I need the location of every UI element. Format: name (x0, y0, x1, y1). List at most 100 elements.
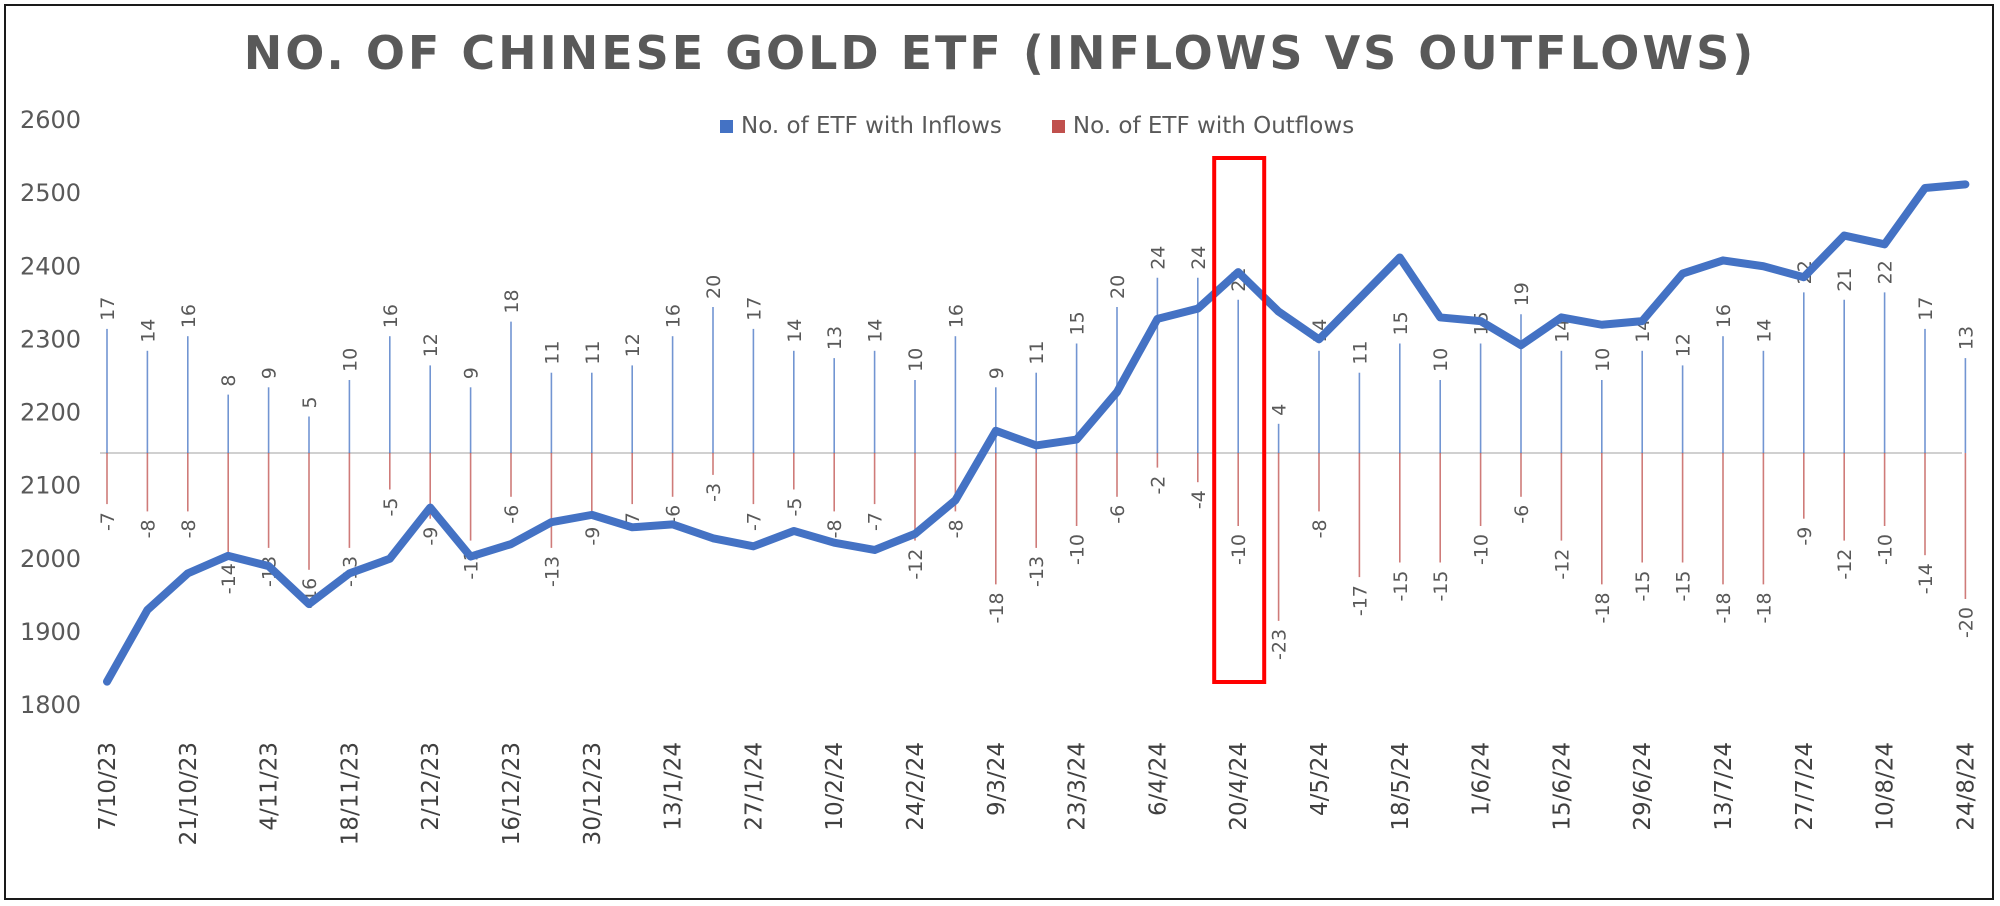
outflow-data-label: -6 (501, 505, 523, 524)
outflow-data-label: -13 (1026, 556, 1048, 587)
outflow-data-label: -12 (1834, 549, 1856, 580)
y-tick-label: 1800 (20, 691, 81, 719)
x-tick-label: 24/8/24 (1953, 742, 1979, 831)
outflow-data-label: -15 (1673, 571, 1695, 602)
x-tick-label: 20/4/24 (1226, 742, 1252, 831)
inflow-data-label: 11 (541, 341, 563, 365)
outflow-data-label: -10 (1228, 534, 1250, 565)
y-tick-label: 2000 (20, 545, 81, 573)
chart-title: NO. OF CHINESE GOLD ETF (INFLOWS VS OUTF… (243, 26, 1757, 80)
x-tick-label: 15/6/24 (1549, 742, 1575, 831)
inflow-data-label: 11 (1349, 341, 1371, 365)
inflow-data-label: 15 (1390, 311, 1412, 335)
outflow-data-label: -10 (1067, 534, 1089, 565)
inflow-data-label: 18 (501, 289, 523, 313)
inflow-data-label: 16 (178, 304, 200, 328)
inflow-data-label: 21 (1834, 268, 1856, 292)
x-tick-label: 18/5/24 (1388, 742, 1414, 831)
x-tick-label: 30/12/23 (580, 742, 606, 845)
outflow-data-label: -10 (1471, 534, 1493, 565)
outflow-data-label: -7 (97, 512, 119, 531)
inflow-data-label: 19 (1511, 282, 1533, 306)
outflow-data-label: -3 (703, 483, 725, 502)
inflow-data-label: 17 (1915, 297, 1937, 321)
legend-item-inflows: No. of ETF with Inflows (720, 113, 1002, 139)
y-tick-label: 2200 (20, 399, 81, 427)
x-tick-label: 4/5/24 (1307, 742, 1333, 816)
y-tick-label: 2400 (20, 252, 81, 280)
outflow-data-label: -20 (1955, 607, 1977, 638)
inflow-data-label: 24 (1147, 246, 1169, 270)
inflow-data-label: 20 (703, 275, 725, 299)
inflow-data-label: 14 (1753, 319, 1775, 343)
y-tick-label: 2500 (20, 179, 81, 207)
inflow-data-label: 12 (622, 333, 644, 357)
inflow-data-label: 16 (1713, 304, 1735, 328)
inflow-data-label: 17 (97, 297, 119, 321)
outflow-data-label: -12 (1551, 549, 1573, 580)
outflow-data-label: -9 (1794, 527, 1816, 546)
x-tick-label: 29/6/24 (1630, 742, 1656, 831)
inflow-data-label: 9 (461, 367, 483, 379)
outflow-data-label: -15 (1430, 571, 1452, 602)
inflow-data-label: 24 (1188, 246, 1210, 270)
x-tick-label: 9/3/24 (984, 742, 1010, 816)
outflow-data-label: -9 (420, 527, 442, 546)
x-tick-label: 13/1/24 (661, 742, 687, 831)
outflow-data-label: -8 (1309, 519, 1331, 538)
x-tick-label: 16/12/23 (499, 742, 525, 845)
outflow-data-label: -6 (1511, 505, 1533, 524)
y-tick-label: 2600 (20, 106, 81, 134)
inflow-data-label: 14 (784, 319, 806, 343)
x-tick-label: 7/10/23 (95, 742, 121, 831)
outflow-data-label: -8 (824, 519, 846, 538)
outflow-data-label: -2 (1147, 476, 1169, 495)
inflow-data-label: 16 (945, 304, 967, 328)
inflow-data-label: 10 (1430, 348, 1452, 372)
outflow-data-label: -7 (865, 512, 887, 531)
x-tick-label: 1/6/24 (1469, 742, 1495, 816)
x-tick-label: 2/12/23 (418, 742, 444, 831)
inflow-data-label: 10 (339, 348, 361, 372)
legend: No. of ETF with Inflows No. of ETF with … (720, 112, 1354, 140)
outflow-data-label: -14 (1915, 563, 1937, 594)
outflow-data-label: -5 (380, 498, 402, 517)
x-tick-label: 18/11/23 (337, 742, 363, 845)
x-tick-label: 13/7/24 (1711, 742, 1737, 831)
legend-item-outflows: No. of ETF with Outflows (1051, 113, 1355, 139)
outflow-data-label: -10 (1875, 534, 1897, 565)
x-tick-label: 24/2/24 (903, 742, 929, 831)
inflow-data-label: 5 (299, 396, 321, 408)
legend-label-outflows: No. of ETF with Outflows (1072, 113, 1355, 139)
outflow-data-label: -18 (1753, 592, 1775, 623)
outflow-data-label: -14 (218, 563, 240, 594)
outflow-data-label: -13 (541, 556, 563, 587)
legend-swatch-inflows (720, 119, 733, 133)
x-tick-label: 21/10/23 (176, 742, 202, 845)
x-tick-label: 27/7/24 (1792, 742, 1818, 831)
outflow-data-label: -8 (945, 519, 967, 538)
inflow-data-label: 14 (137, 319, 159, 343)
inflow-data-label: 4 (1269, 404, 1291, 416)
outflow-data-label: -6 (663, 505, 685, 524)
inflow-data-label: 9 (986, 367, 1008, 379)
inflow-data-label: 11 (1026, 341, 1048, 365)
inflow-data-label: 11 (582, 341, 604, 365)
outflow-data-label: -18 (1713, 592, 1735, 623)
outflow-data-label: -9 (582, 527, 604, 546)
outflow-data-label: -7 (743, 512, 765, 531)
legend-label-inflows: No. of ETF with Inflows (741, 113, 1002, 139)
x-tick-label: 23/3/24 (1065, 742, 1091, 831)
inflow-data-label: 12 (420, 333, 442, 357)
x-tick-label: 27/1/24 (741, 742, 767, 831)
outflow-data-label: -15 (1390, 571, 1412, 602)
inflow-data-label: 15 (1067, 311, 1089, 335)
outflow-data-label: -8 (178, 519, 200, 538)
inflow-data-label: 13 (1955, 326, 1977, 350)
y-tick-label: 1900 (20, 618, 81, 646)
highlight-box (1212, 156, 1267, 684)
outflow-data-label: -17 (1349, 585, 1371, 616)
outflow-data-label: -12 (905, 549, 927, 580)
inflow-data-label: 16 (380, 304, 402, 328)
